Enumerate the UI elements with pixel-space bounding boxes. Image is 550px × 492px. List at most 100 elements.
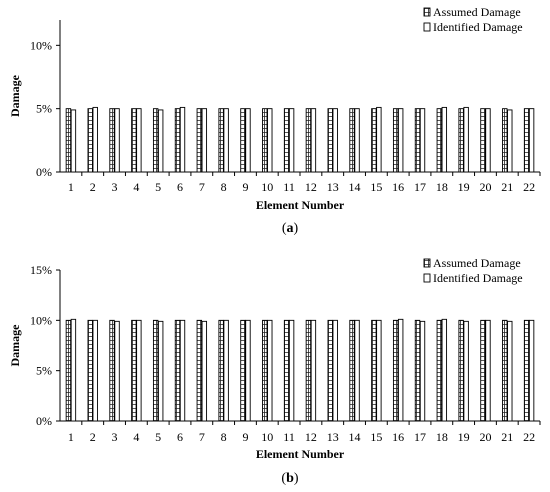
bar-identified xyxy=(157,109,164,173)
y-tick-label: 0% xyxy=(36,414,52,428)
bar-identified xyxy=(136,319,142,422)
bar-assumed xyxy=(174,319,181,422)
y-tick-label: 10% xyxy=(30,38,52,52)
bar-identified xyxy=(528,319,535,422)
bar-identified xyxy=(463,106,469,173)
panel-caption: (a) xyxy=(282,221,299,236)
x-tick-label: 18 xyxy=(436,430,448,444)
x-tick-label: 13 xyxy=(327,430,339,444)
caption-letter: a xyxy=(287,221,294,236)
bar-assumed xyxy=(349,319,355,422)
x-tick-label: 11 xyxy=(283,430,295,444)
bar-identified xyxy=(376,106,382,173)
bar-assumed xyxy=(87,108,93,173)
bar-assumed xyxy=(414,319,421,422)
y-tick-label: 5% xyxy=(36,102,52,116)
bar-assumed xyxy=(152,319,159,422)
x-tick-label: 6 xyxy=(177,430,183,444)
legend-item: Identified Damage xyxy=(423,271,523,285)
bar-identified xyxy=(288,108,295,173)
legend-label: Identified Damage xyxy=(433,20,523,34)
x-tick-label: 17 xyxy=(414,430,426,444)
bar-assumed xyxy=(327,319,333,422)
bar-identified xyxy=(397,318,404,422)
legend-label: Identified Damage xyxy=(433,271,523,285)
legend-item: Assumed Damage xyxy=(423,256,521,270)
bar-identified xyxy=(92,319,98,422)
panel-caption: (b) xyxy=(281,471,298,486)
x-tick-label: 8 xyxy=(221,430,227,444)
caption-close: ) xyxy=(294,221,299,236)
chart-panel-b: 0%5%10%15%1 2 3 4 5 6 7 8 9 10 11 12 13 14 15 16 17 18 19 2… xyxy=(8,256,541,486)
bar-identified xyxy=(114,320,120,422)
bar-assumed xyxy=(131,319,137,422)
bar-assumed xyxy=(305,319,312,422)
bar-identified xyxy=(419,108,426,173)
x-tick-label: 5 xyxy=(155,430,161,444)
x-tick-label: 6 xyxy=(177,180,183,194)
bar-identified xyxy=(136,108,142,173)
bar-identified xyxy=(354,319,360,422)
x-tick-label: 14 xyxy=(349,180,361,194)
bar-identified xyxy=(310,319,317,422)
bar-identified xyxy=(507,109,513,173)
legend-swatch xyxy=(423,7,431,17)
bar-identified xyxy=(267,108,273,173)
bar-assumed xyxy=(458,108,464,173)
y-tick-label: 15% xyxy=(30,263,52,277)
bar-identified xyxy=(485,108,491,173)
bar-identified xyxy=(70,109,77,173)
bar-identified xyxy=(507,320,513,422)
x-tick-label: 9 xyxy=(242,180,248,194)
bar-assumed xyxy=(218,319,224,422)
bar-assumed xyxy=(349,108,355,173)
bar-assumed xyxy=(262,319,268,422)
bar-assumed xyxy=(436,319,443,422)
y-axis-title: Damage xyxy=(8,74,22,117)
y-axis-title: Damage xyxy=(8,324,22,367)
caption-close: ) xyxy=(294,471,299,486)
bar-assumed xyxy=(240,319,246,422)
bar-identified xyxy=(397,108,404,173)
x-tick-label: 17 xyxy=(414,180,426,194)
x-tick-label: 11 xyxy=(283,180,295,194)
x-tick-label: 4 xyxy=(133,180,139,194)
x-tick-label: 21 xyxy=(501,180,513,194)
x-tick-label: 14 xyxy=(349,430,361,444)
bar-assumed xyxy=(458,319,464,422)
bar-identified xyxy=(157,320,164,422)
bar-assumed xyxy=(218,108,224,173)
bar-assumed xyxy=(196,319,203,422)
bar-identified xyxy=(92,106,98,173)
bar-identified xyxy=(354,108,360,173)
caption-open: ( xyxy=(281,471,286,486)
x-tick-label: 9 xyxy=(242,430,248,444)
legend-swatch xyxy=(423,273,431,283)
x-tick-label: 20 xyxy=(479,430,491,444)
caption-open: ( xyxy=(282,221,287,236)
bar-assumed xyxy=(109,319,115,422)
x-tick-label: 8 xyxy=(221,180,227,194)
legend-item: Assumed Damage xyxy=(423,5,521,19)
bar-identified xyxy=(310,108,317,173)
bar-assumed xyxy=(523,319,530,422)
bar-identified xyxy=(332,108,338,173)
x-tick-label: 20 xyxy=(479,180,491,194)
x-tick-label: 1 xyxy=(68,180,74,194)
bar-identified xyxy=(114,108,120,173)
bar-assumed xyxy=(392,108,399,173)
bar-assumed xyxy=(502,319,508,422)
bar-assumed xyxy=(65,108,72,173)
x-tick-label: 10 xyxy=(261,180,273,194)
bar-assumed xyxy=(480,319,486,422)
legend-item: Identified Damage xyxy=(423,20,523,34)
bar-assumed xyxy=(131,108,137,173)
bar-identified xyxy=(463,320,469,422)
x-tick-label: 16 xyxy=(392,180,404,194)
bar-identified xyxy=(419,320,426,422)
x-tick-label: 15 xyxy=(370,430,382,444)
y-tick-label: 5% xyxy=(36,364,52,378)
bar-identified xyxy=(201,320,208,422)
x-axis-title: Element Number xyxy=(256,447,345,461)
